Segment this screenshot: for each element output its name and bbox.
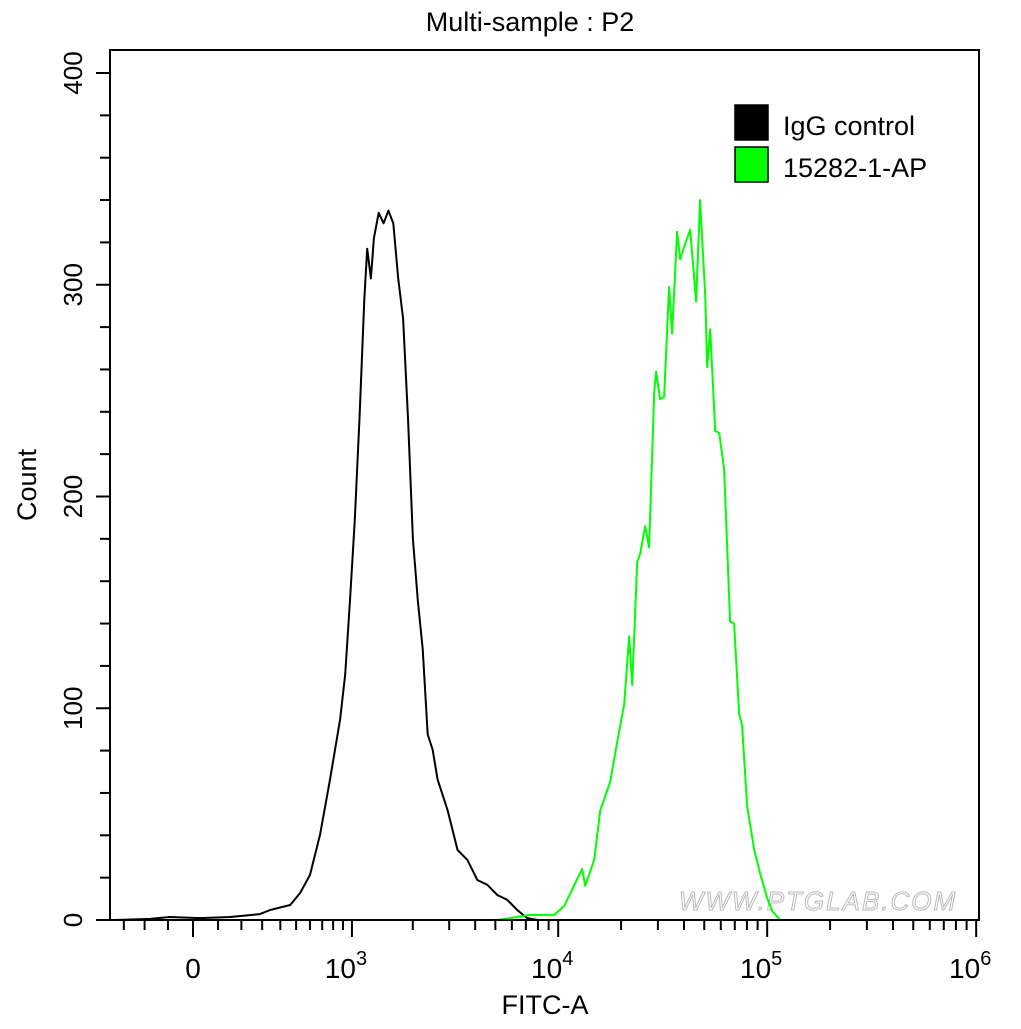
x-tick-label: 105 — [740, 948, 782, 984]
axes: 0 100 200 300 400 0 103 104 105 106 — [58, 51, 991, 984]
y-tick-label: 100 — [58, 687, 88, 730]
legend-swatch-igg-control — [734, 104, 769, 141]
y-tick-label: 400 — [58, 51, 88, 94]
series-line-igg-control — [115, 209, 539, 921]
x-tick-label: 104 — [531, 948, 573, 984]
y-axis-label: Count — [12, 448, 42, 521]
x-tick-label: 106 — [949, 948, 991, 984]
legend: IgG control 15282-1-AP — [734, 104, 927, 183]
y-tick-label: 300 — [58, 263, 88, 306]
watermark: WWW.PTGLAB.COM — [679, 886, 957, 916]
legend-label-igg-control: IgG control — [783, 111, 915, 141]
x-axis-label: FITC-A — [502, 990, 589, 1020]
y-tick-label: 200 — [58, 475, 88, 518]
series-layer — [115, 199, 781, 921]
chart-title: Multi-sample : P2 — [426, 7, 635, 37]
legend-label-15282-1-ap: 15282-1-AP — [783, 153, 927, 183]
legend-swatch-15282-1-ap — [734, 146, 769, 183]
x-tick-label: 0 — [185, 953, 201, 984]
y-tick-label: 0 — [58, 913, 88, 927]
series-line-15282-1-ap — [497, 199, 781, 921]
plot-frame — [109, 49, 980, 921]
x-tick-label: 103 — [325, 948, 367, 984]
